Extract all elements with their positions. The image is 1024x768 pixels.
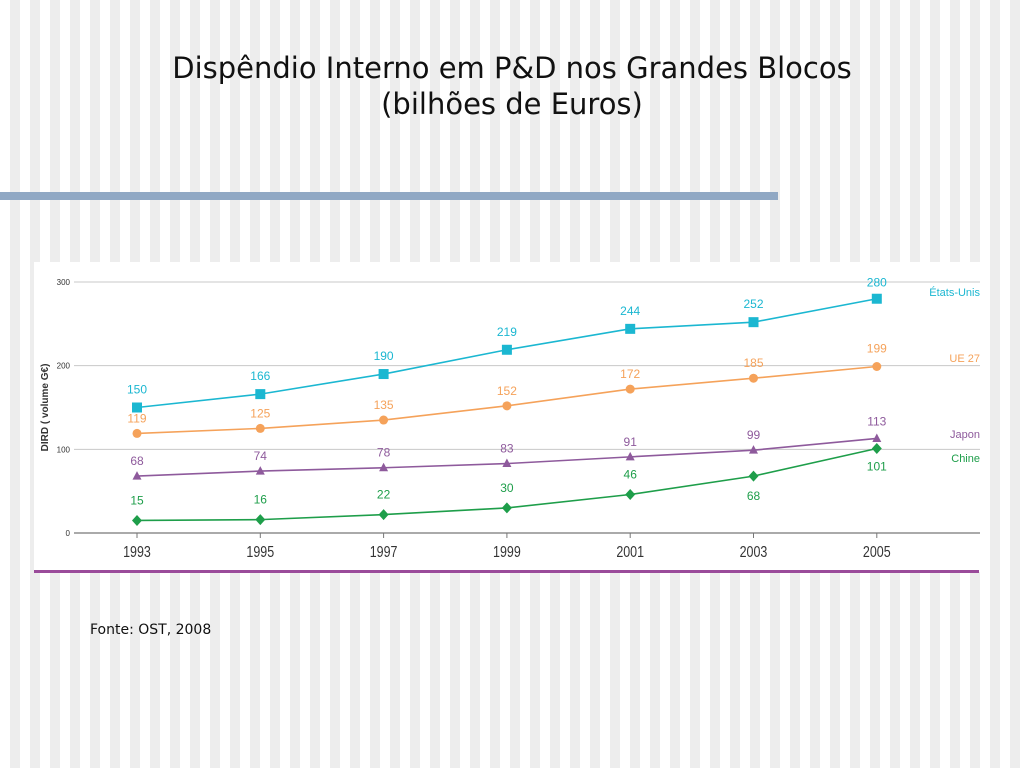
point-Japon-1999	[502, 458, 512, 468]
data-label-Chine-2003: 68	[747, 489, 761, 503]
point-Chine-2001	[625, 489, 636, 501]
bottom-divider	[34, 570, 979, 573]
point-Chine-2005	[871, 442, 882, 454]
data-label-UE 27-2001: 172	[620, 367, 640, 381]
data-label-UE 27-2005: 199	[867, 342, 887, 356]
data-label-UE 27-1995: 125	[250, 406, 270, 420]
data-label-UE 27-1999: 152	[497, 384, 517, 398]
title-line-1: Dispêndio Interno em P&D nos Grandes Blo…	[172, 51, 852, 85]
point-UE 27-1993	[132, 428, 142, 438]
point-États-Unis-1993	[132, 402, 142, 413]
point-UE 27-2003	[749, 373, 758, 383]
line-chart: 0 100 200 300 DIRD ( volume G€) 1993 1995 1997 1…	[40, 276, 980, 562]
source-note: Fonte: OST, 2008	[90, 622, 212, 638]
legend-États-Unis: États-Unis	[929, 286, 980, 299]
point-États-Unis-1997	[378, 369, 389, 380]
point-Chine-1997	[378, 509, 389, 521]
data-label-Japon-2005: 113	[867, 414, 886, 428]
data-label-États-Unis-1993: 150	[127, 383, 147, 397]
data-label-UE 27-1993: 119	[127, 411, 146, 425]
point-Chine-1999	[501, 502, 512, 514]
y-tick-label-200: 200	[57, 362, 71, 371]
data-label-Japon-1999: 83	[500, 442, 514, 456]
y-tick-label-300: 300	[57, 278, 71, 287]
point-États-Unis-2001	[625, 323, 636, 334]
point-États-Unis-1995	[255, 389, 266, 400]
slide-title: Dispêndio Interno em P&D nos Grandes Blo…	[0, 50, 1024, 122]
top-divider	[0, 192, 778, 200]
data-label-États-Unis-1999: 219	[497, 325, 517, 339]
data-label-Chine-1997: 22	[377, 488, 391, 502]
data-label-Chine-2001: 46	[624, 468, 638, 482]
point-UE 27-2005	[872, 362, 882, 372]
y-axis-label: DIRD ( volume G€)	[40, 364, 51, 452]
x-tick-label-1997: 1997	[370, 544, 398, 562]
data-label-Japon-2001: 91	[624, 435, 638, 449]
point-Japon-2003	[749, 445, 758, 454]
point-UE 27-1999	[502, 401, 512, 411]
legend-Japon: Japon	[950, 429, 980, 441]
series-line-UE 27	[136, 365, 877, 435]
data-label-Chine-1995: 16	[254, 493, 268, 507]
x-tick-label-2003: 2003	[740, 544, 768, 562]
point-Japon-1995	[255, 466, 265, 475]
chart-panel: 0 100 200 300 DIRD ( volume G€) 1993 1995 1997 1…	[34, 262, 990, 572]
point-Chine-1995	[255, 514, 266, 526]
point-UE 27-1997	[379, 415, 389, 425]
point-Japon-1993	[132, 471, 142, 480]
legend-UE 27: UE 27	[949, 353, 980, 365]
title-line-2: (bilhões de Euros)	[381, 87, 643, 121]
data-label-Chine-1999: 30	[500, 481, 514, 495]
data-label-Japon-1993: 68	[130, 454, 144, 468]
x-tick-label-2005: 2005	[863, 544, 891, 562]
point-Japon-2005	[872, 433, 882, 442]
point-Chine-1993	[132, 514, 142, 526]
point-UE 27-1995	[255, 423, 265, 433]
point-Japon-2001	[625, 451, 635, 461]
data-label-États-Unis-1995: 166	[250, 369, 270, 383]
y-tick-label-0: 0	[66, 529, 71, 538]
data-label-Chine-1993: 15	[130, 493, 144, 507]
data-label-UE 27-2003: 185	[743, 356, 763, 370]
point-UE 27-2001	[625, 384, 635, 394]
data-label-Japon-1997: 78	[377, 446, 391, 460]
data-label-Chine-2005: 101	[867, 459, 887, 473]
point-États-Unis-1999	[501, 344, 512, 355]
data-label-UE 27-1997: 135	[374, 398, 394, 412]
data-label-Japon-2003: 99	[747, 428, 761, 442]
data-label-États-Unis-1997: 190	[374, 349, 394, 363]
x-tick-label-1995: 1995	[246, 544, 274, 562]
x-tick-label-1993: 1993	[123, 544, 151, 562]
x-tick-label-2001: 2001	[616, 544, 644, 562]
data-label-Japon-1995: 74	[254, 449, 268, 463]
data-label-États-Unis-2001: 244	[620, 304, 640, 318]
legend-Chine: Chine	[951, 453, 980, 465]
x-tick-label-1999: 1999	[493, 544, 521, 562]
point-Japon-1997	[379, 462, 389, 472]
point-États-Unis-2005	[871, 293, 882, 304]
point-Chine-2003	[748, 470, 759, 482]
data-label-États-Unis-2005: 280	[867, 276, 887, 290]
y-tick-label-100: 100	[57, 445, 71, 454]
point-États-Unis-2003	[748, 317, 759, 328]
data-label-États-Unis-2003: 252	[743, 297, 763, 311]
